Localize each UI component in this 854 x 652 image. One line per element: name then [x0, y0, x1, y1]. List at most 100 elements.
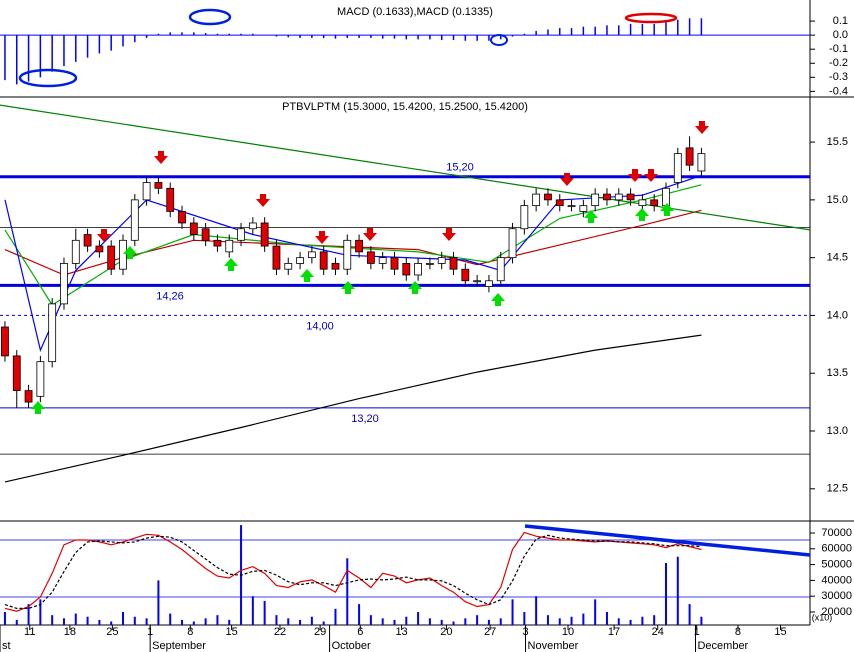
- y-tick-label: 50000: [821, 559, 852, 571]
- signal-arrow: [31, 401, 45, 414]
- candle-body: [555, 199, 564, 207]
- macd-title: MACD (0.1633),MACD (0.1335): [337, 6, 493, 18]
- highlight-ellipse: [490, 34, 508, 46]
- signal-arrow: [300, 269, 314, 282]
- candle-body: [579, 205, 588, 212]
- candle-body: [107, 245, 116, 270]
- line-series: [4, 531, 702, 612]
- signal-arrow: [154, 151, 168, 164]
- candle-body: [626, 193, 635, 201]
- candle-body: [449, 257, 458, 270]
- signal-arrow: [123, 246, 137, 259]
- line-series: [4, 334, 702, 483]
- candle-body: [48, 303, 57, 363]
- candle-body: [366, 251, 375, 264]
- candle-body: [189, 222, 198, 235]
- x-tick-label: 11: [24, 626, 35, 638]
- signal-arrow: [560, 173, 574, 186]
- x-tick-label: 6: [357, 626, 363, 638]
- price-title: PTBVLPTM (15.3000, 15.4200, 15.2500, 15.…: [282, 101, 528, 113]
- y-tick-label: 20000: [821, 606, 852, 618]
- month-label: December: [697, 640, 748, 652]
- y-tick-label: -0.3: [829, 71, 848, 83]
- candle-body: [496, 257, 505, 282]
- candle-body: [307, 251, 316, 259]
- candle-body: [378, 257, 387, 264]
- signal-arrow: [224, 258, 238, 271]
- candle-body: [284, 263, 293, 270]
- candle-body: [485, 280, 493, 287]
- candle-body: [461, 268, 470, 282]
- y-tick-label: -0.4: [829, 85, 848, 97]
- month-label: September: [152, 640, 206, 652]
- candle-body: [237, 228, 245, 241]
- candle-body: [414, 263, 423, 276]
- signal-arrow: [363, 228, 377, 241]
- highlight-ellipse: [624, 12, 678, 24]
- x-tick-label: 17: [608, 626, 620, 638]
- candle-body: [697, 153, 706, 172]
- signal-arrow: [644, 169, 658, 182]
- candle-body: [685, 147, 694, 166]
- month-label: November: [528, 640, 579, 652]
- candle-body: [426, 263, 434, 265]
- y-tick-label: 14.0: [827, 309, 848, 321]
- x-tick-label: 24: [652, 626, 664, 638]
- y-tick-label: 15.5: [827, 136, 848, 148]
- candle-body: [213, 239, 222, 247]
- candle-body: [1, 326, 9, 357]
- unit-label: (x10): [812, 612, 833, 622]
- candle-body: [154, 182, 163, 189]
- y-tick-label: 40000: [821, 574, 852, 586]
- y-tick-label: 12.5: [827, 483, 848, 495]
- candle-body: [390, 257, 399, 270]
- signal-arrow: [584, 210, 598, 223]
- signal-arrow: [660, 203, 674, 216]
- candle-body: [473, 280, 482, 283]
- candle-body: [331, 263, 340, 270]
- highlight-ellipse: [188, 8, 232, 26]
- y-tick-label: 70000: [821, 527, 852, 539]
- x-tick-label: 20: [440, 626, 452, 638]
- y-tick-label: 60000: [821, 543, 852, 555]
- candle-body: [508, 228, 517, 259]
- annotations: [18, 8, 811, 557]
- x-tick-label: 13: [395, 626, 407, 638]
- x-tick-label: 22: [274, 626, 286, 638]
- candle-body: [201, 228, 210, 241]
- signal-arrow: [408, 281, 422, 294]
- x-tick-label: 29: [314, 626, 326, 638]
- level-label: 13,20: [351, 413, 379, 425]
- level-label: 14,00: [306, 320, 334, 332]
- candle-body: [296, 257, 304, 264]
- signal-arrow: [635, 208, 649, 221]
- candle-body: [544, 193, 552, 201]
- y-tick-label: 14.5: [827, 252, 848, 264]
- y-tick-label: -0.1: [829, 43, 848, 55]
- x-tick-label: 8: [735, 626, 741, 638]
- candle-body: [343, 239, 352, 270]
- trend-annotation: [524, 524, 811, 557]
- candle-body: [355, 239, 363, 253]
- line-series: [0, 104, 811, 231]
- candle-body: [95, 245, 104, 253]
- candle-body: [591, 193, 600, 207]
- candle-body: [130, 199, 139, 241]
- signal-arrow: [442, 228, 456, 241]
- level-label: 14,26: [156, 290, 184, 302]
- y-tick-label: 0.1: [833, 15, 848, 27]
- candle-body: [567, 205, 576, 208]
- signal-arrow: [315, 231, 329, 244]
- candle-body: [119, 239, 127, 270]
- x-tick-label: 27: [484, 626, 496, 638]
- candle-body: [225, 239, 234, 253]
- y-tick-label: -0.2: [829, 57, 848, 69]
- candle-body: [12, 355, 21, 391]
- signal-arrow: [628, 169, 642, 182]
- signal-arrow: [341, 281, 355, 294]
- candle-body: [272, 245, 281, 270]
- candle-body: [532, 193, 541, 207]
- candle-body: [248, 222, 257, 230]
